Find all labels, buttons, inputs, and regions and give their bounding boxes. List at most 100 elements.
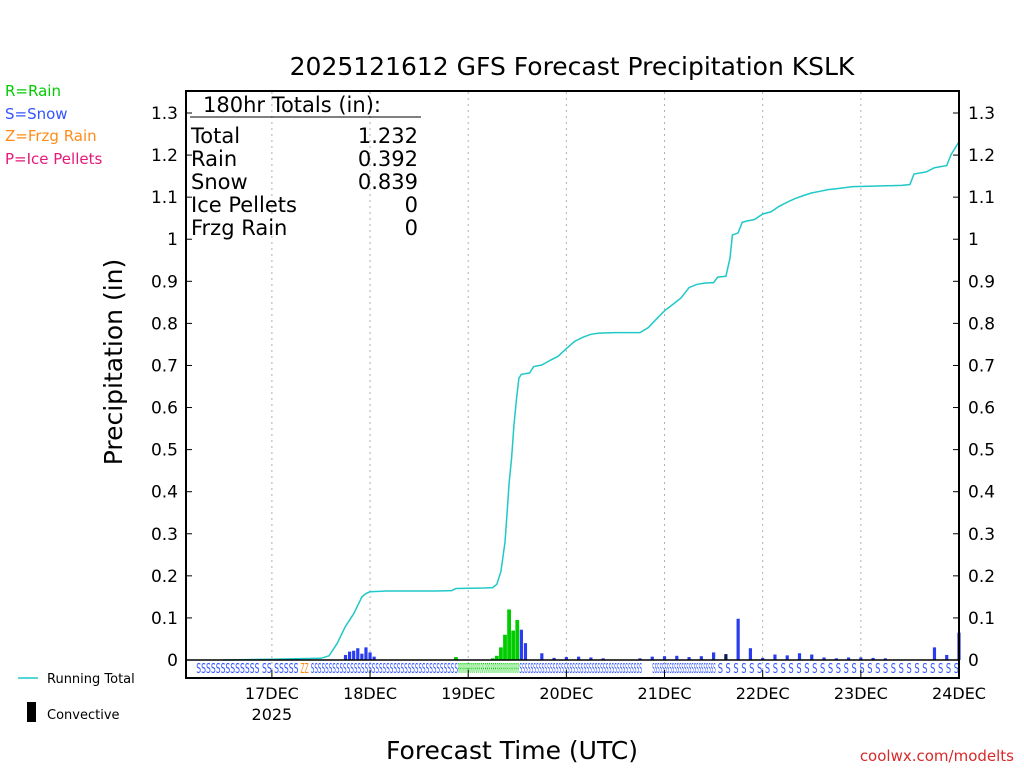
precip-bar (883, 658, 887, 660)
precip-bar (515, 620, 520, 660)
y-tick-label-left: 0.3 (151, 525, 178, 545)
y-axis-label: Precipitation (in) (99, 259, 128, 466)
legend-frzg-rain: Z=Frzg Rain (5, 127, 97, 145)
y-tick-label-right: 0.9 (968, 272, 995, 292)
precip-bar (552, 657, 556, 660)
totals-value-rain: 0.392 (358, 147, 418, 171)
y-tick-label-right: 0 (968, 651, 979, 671)
totals-value-ice-pellets: 0 (405, 193, 418, 217)
precip-bar (773, 654, 777, 660)
y-tick-label-right: 1.2 (968, 146, 995, 166)
y-tick-label-right: 0.4 (968, 483, 995, 503)
y-tick-label-left: 1.3 (151, 104, 178, 124)
precip-bar (503, 634, 507, 660)
precip-bar (343, 654, 348, 660)
precip-type-row: ZZ (301, 662, 309, 677)
precip-bar (822, 657, 826, 660)
x-tick-label: 23DEC (834, 684, 888, 703)
totals-name-total: Total (190, 124, 240, 148)
x-tick-label: 24DEC (932, 684, 986, 703)
totals-name-ice-pellets: Ice Pellets (191, 193, 297, 217)
x-axis-ticks: 17DEC 2025 18DEC 19DEC 20DEC 21DEC 22DEC 23DEC 2… (245, 670, 986, 724)
totals-box: 180hr Totals (in): Total 1.232 Rain 0.39… (190, 93, 421, 240)
y-tick-label-right: 1 (968, 230, 979, 250)
precip-bar (356, 648, 360, 660)
precip-bar (724, 654, 728, 660)
plot-frame (185, 90, 960, 679)
y-tick-label-left: 0.2 (151, 567, 178, 587)
x-tick-label: 20DEC (539, 684, 593, 703)
precip-bar (797, 653, 802, 660)
rain-type-legend: R=Rain S=Snow Z=Frzg Rain P=Ice Pellets (5, 82, 102, 168)
precip-bar (834, 658, 838, 660)
precip-bar (748, 648, 753, 660)
legend-rain: R=Rain (5, 82, 61, 100)
totals-name-rain: Rain (191, 147, 237, 171)
precip-bar (638, 658, 642, 660)
precip-bar (507, 609, 512, 660)
precip-bar (519, 629, 523, 660)
precip-bar (564, 657, 568, 660)
legend-snow: S=Snow (5, 105, 68, 123)
precip-bar (736, 618, 740, 660)
chart-title: 2025121612 GFS Forecast Precipitation KS… (290, 52, 855, 81)
y-tick-label-left: 0.7 (151, 356, 178, 376)
precip-bar (945, 654, 949, 660)
precip-bar (650, 656, 654, 660)
precip-bar (372, 656, 376, 660)
gridlines (271, 92, 862, 677)
precip-type-row: S S S S S S S S S S S S S S S S S S S S … (718, 662, 959, 677)
precip-type-row: SSSSSSSSSSSSS SS SSSSS (196, 662, 298, 677)
precip-bar (577, 656, 581, 660)
totals-header: 180hr Totals (in): (203, 93, 381, 117)
y-tick-label-right: 0.3 (968, 525, 995, 545)
totals-value-total: 1.232 (358, 124, 418, 148)
precip-bar (601, 658, 605, 660)
y-tick-label-left: 1.2 (151, 146, 178, 166)
precip-bar (712, 652, 716, 660)
precip-bar (499, 647, 503, 660)
y-tick-label-left: 0 (167, 651, 178, 671)
x-tick-label: 18DEC (343, 684, 397, 703)
precip-bar (859, 657, 863, 660)
precip-type-rows: SSSSSSSSSSSSS SS SSSSS ZZ SSSSSSSSSSSSSSSS… (196, 662, 959, 677)
precip-type-row: RRRRRRRRRRRRRRRRRRRRRRRRRRRRRR (458, 662, 519, 677)
convective-swatch (27, 702, 36, 722)
x-tick-year: 2025 (252, 705, 293, 724)
precip-bar (347, 651, 352, 660)
y-tick-label-left: 0.4 (151, 483, 178, 503)
precip-bar (368, 652, 372, 660)
legend-running-total: Running Total (47, 672, 135, 687)
legend-ice-pellets: P=Ice Pellets (5, 150, 102, 168)
legend-convective: Convective (47, 708, 120, 723)
x-tick-label: 19DEC (441, 684, 495, 703)
precip-bar (871, 657, 875, 660)
y-tick-label-right: 0.1 (968, 609, 995, 629)
precip-bar (364, 647, 368, 660)
totals-value-frzg-rain: 0 (405, 216, 418, 240)
x-tick-label: 21DEC (638, 684, 692, 703)
y-tick-label-right: 1.1 (968, 188, 995, 208)
totals-value-snow: 0.839 (358, 170, 418, 194)
y-tick-label-right: 0.2 (968, 567, 995, 587)
x-axis-label: Forecast Time (UTC) (386, 736, 638, 765)
precip-bar (360, 653, 364, 660)
x-tick-label: 17DEC (245, 684, 299, 703)
site-credit: coolwx.com/modelts (860, 747, 1014, 765)
totals-name-snow: Snow (191, 170, 248, 194)
precip-bar (589, 657, 593, 660)
y-tick-label-left: 0.9 (151, 272, 178, 292)
precip-bar (932, 647, 937, 660)
precip-bar (699, 656, 703, 660)
y-tick-label-right: 0.5 (968, 441, 995, 461)
precip-bar (494, 655, 499, 660)
precip-bars (343, 609, 961, 660)
bottom-legend: Running Total Convective (18, 672, 135, 723)
precip-type-row: SSSSSSSSSSSSSSSSSSSSSSSSSSSSSSSSSSSSSSSS… (519, 662, 642, 677)
y-tick-label-left: 0.6 (151, 399, 178, 419)
precip-bar (846, 657, 851, 660)
precip-bar (454, 657, 458, 660)
y-tick-label-left: 0.8 (151, 314, 178, 334)
precip-bar (810, 654, 814, 660)
